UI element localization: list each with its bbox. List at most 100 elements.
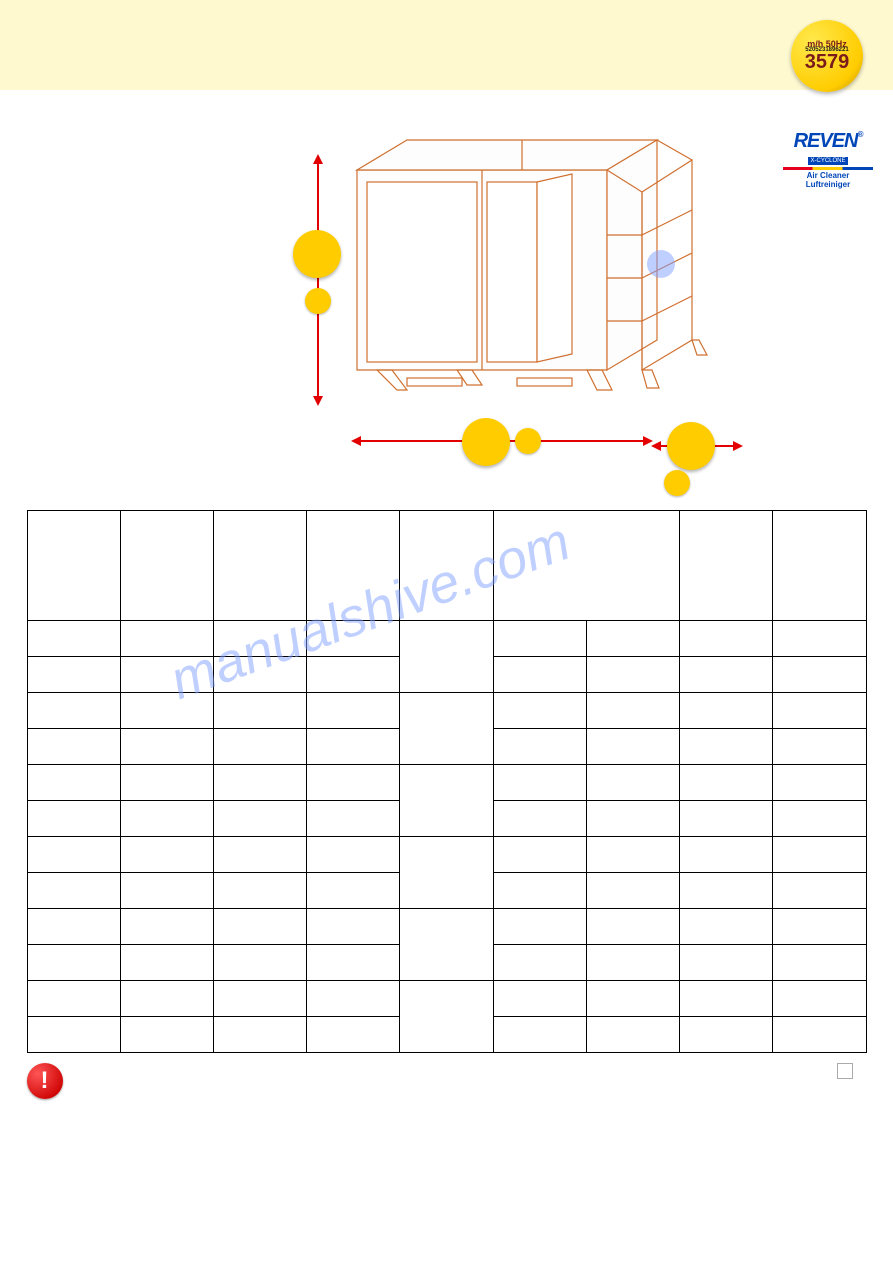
table-cell bbox=[27, 873, 120, 909]
table-cell bbox=[27, 909, 120, 945]
table-cell bbox=[400, 909, 493, 981]
table-cell bbox=[307, 981, 400, 1017]
table-cell bbox=[773, 801, 866, 837]
table-cell bbox=[493, 801, 586, 837]
table-header-row bbox=[27, 511, 866, 621]
table-header bbox=[400, 511, 493, 621]
table-cell bbox=[773, 693, 866, 729]
frequency-badge: m/h 50Hz 5205231896221 3579 bbox=[791, 20, 863, 92]
table-cell bbox=[586, 909, 679, 945]
table-cell bbox=[680, 945, 773, 981]
dimension-marker-width bbox=[462, 418, 510, 466]
table-cell bbox=[120, 909, 213, 945]
table-cell bbox=[120, 729, 213, 765]
table-cell bbox=[400, 693, 493, 765]
brand-tagline-2: Luftreiniger bbox=[783, 181, 873, 190]
table-cell bbox=[493, 873, 586, 909]
table-cell bbox=[493, 981, 586, 1017]
table-cell bbox=[586, 981, 679, 1017]
table-cell bbox=[680, 657, 773, 693]
page-number-box bbox=[837, 1063, 853, 1079]
table-cell bbox=[120, 837, 213, 873]
table-cell bbox=[213, 657, 306, 693]
table-cell bbox=[773, 729, 866, 765]
table-cell bbox=[680, 765, 773, 801]
brand-name: REVEN bbox=[794, 130, 858, 152]
table-cell bbox=[773, 837, 866, 873]
table-header bbox=[773, 511, 866, 621]
table-cell bbox=[120, 621, 213, 657]
table-row bbox=[27, 765, 866, 801]
table-cell bbox=[773, 1017, 866, 1053]
table-cell bbox=[307, 945, 400, 981]
table-cell bbox=[773, 873, 866, 909]
table-header bbox=[213, 511, 306, 621]
table-cell bbox=[27, 801, 120, 837]
dimension-marker-depth bbox=[667, 422, 715, 470]
table-cell bbox=[213, 621, 306, 657]
table-cell bbox=[120, 657, 213, 693]
table-cell bbox=[493, 765, 586, 801]
table-header bbox=[27, 511, 120, 621]
table-cell bbox=[307, 837, 400, 873]
table-cell bbox=[400, 981, 493, 1053]
table-cell bbox=[773, 981, 866, 1017]
table-cell bbox=[586, 801, 679, 837]
table-cell bbox=[27, 1017, 120, 1053]
table-cell bbox=[213, 945, 306, 981]
table-cell bbox=[400, 621, 493, 693]
table-cell bbox=[213, 1017, 306, 1053]
table-cell bbox=[773, 909, 866, 945]
product-figure bbox=[187, 120, 707, 490]
table-cell bbox=[493, 945, 586, 981]
table-cell bbox=[307, 1017, 400, 1053]
dimension-height-line bbox=[317, 160, 319, 400]
table-cell bbox=[680, 873, 773, 909]
table-cell bbox=[493, 693, 586, 729]
table-cell bbox=[680, 1017, 773, 1053]
table-cell bbox=[27, 765, 120, 801]
table-cell bbox=[213, 765, 306, 801]
table-cell bbox=[493, 657, 586, 693]
table-cell bbox=[213, 729, 306, 765]
table-cell bbox=[586, 945, 679, 981]
badge-number: 3579 bbox=[805, 51, 850, 74]
table-cell bbox=[307, 693, 400, 729]
table-cell bbox=[586, 1017, 679, 1053]
table-row bbox=[27, 693, 866, 729]
table-cell bbox=[27, 945, 120, 981]
table-cell bbox=[27, 729, 120, 765]
table-header bbox=[307, 511, 400, 621]
table-cell bbox=[586, 693, 679, 729]
dimension-marker-depth-small bbox=[664, 470, 690, 496]
brand-stripe bbox=[783, 167, 873, 170]
table-cell bbox=[680, 837, 773, 873]
table-cell bbox=[680, 621, 773, 657]
table-cell bbox=[586, 729, 679, 765]
brand-subline: X-CYCLONE bbox=[808, 157, 847, 165]
table-cell bbox=[773, 945, 866, 981]
warning-row: ! bbox=[27, 1063, 867, 1099]
table-cell bbox=[120, 801, 213, 837]
table-cell bbox=[120, 693, 213, 729]
table-cell bbox=[493, 909, 586, 945]
table-cell bbox=[27, 837, 120, 873]
table-cell bbox=[307, 621, 400, 657]
table-header bbox=[120, 511, 213, 621]
dimension-marker-height bbox=[293, 230, 341, 278]
table-cell bbox=[493, 1017, 586, 1053]
table-cell bbox=[680, 801, 773, 837]
dimension-marker-height-small bbox=[305, 288, 331, 314]
table-cell bbox=[27, 693, 120, 729]
table-row bbox=[27, 837, 866, 873]
cabinet-svg bbox=[347, 130, 737, 420]
registered-mark: ® bbox=[858, 130, 863, 139]
page-header: m/h 50Hz 5205231896221 3579 bbox=[0, 0, 893, 90]
table-cell bbox=[586, 657, 679, 693]
table-cell bbox=[307, 909, 400, 945]
table-row bbox=[27, 621, 866, 657]
table-cell bbox=[120, 945, 213, 981]
table-cell bbox=[773, 657, 866, 693]
table-row bbox=[27, 909, 866, 945]
table-cell bbox=[213, 837, 306, 873]
